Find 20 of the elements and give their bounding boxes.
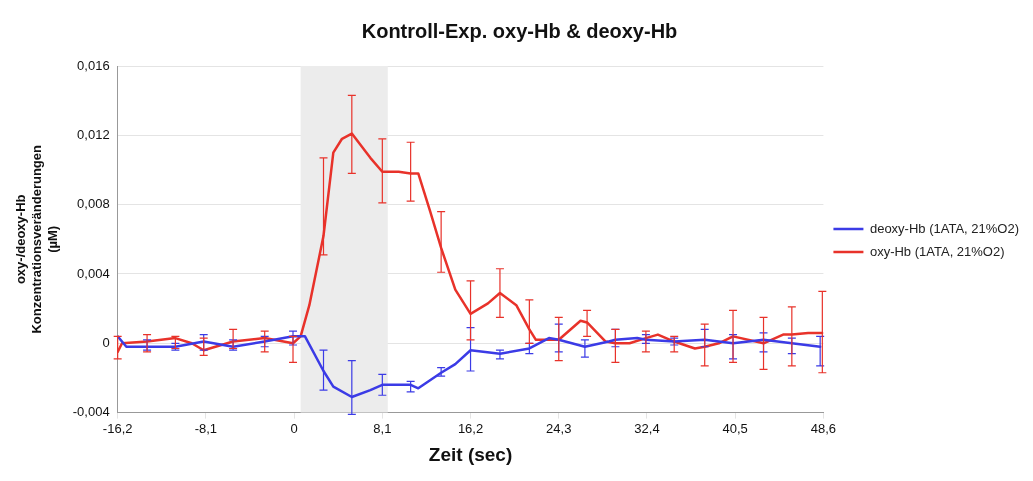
x-tick-label: -16,2 <box>102 420 133 436</box>
legend-label: oxy-Hb (1ATA, 21%O2) <box>869 243 1005 259</box>
x-tick-label: 24,3 <box>546 420 572 436</box>
y-tick-label: 0,008 <box>77 196 110 212</box>
y-tick-label: 0,004 <box>77 265 110 281</box>
x-tick-label: 40,5 <box>722 420 748 436</box>
x-tick-label: 32,4 <box>634 420 660 436</box>
x-tick-label: 16,2 <box>457 420 484 436</box>
x-axis-title: Zeit (sec) <box>428 443 513 465</box>
x-tick-label: 0 <box>290 420 298 436</box>
y-tick-label: -0,004 <box>72 404 110 420</box>
x-tick-label: -8,1 <box>194 420 218 436</box>
x-tick-label: 8,1 <box>373 420 392 436</box>
y-tick-label: 0,016 <box>77 57 110 73</box>
y-tick-label: 0 <box>102 334 110 350</box>
legend-label: deoxy-Hb (1ATA, 21%O2) <box>869 220 1019 236</box>
y-axis-title: oxy-/deoxy-Hb Konzentrationsveränderungen (µM) <box>13 144 60 334</box>
x-tick-label: 48,6 <box>810 420 837 436</box>
y-tick-label: 0,012 <box>77 126 110 142</box>
chart-title: Kontroll-Exp. oxy-Hb & deoxy-Hb <box>361 19 678 42</box>
